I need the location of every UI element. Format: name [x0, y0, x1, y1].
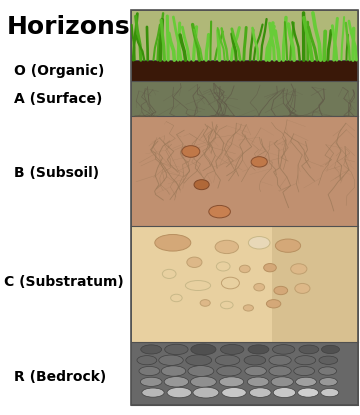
- Ellipse shape: [273, 344, 295, 354]
- Ellipse shape: [321, 345, 339, 354]
- Bar: [131, 226, 358, 342]
- Ellipse shape: [295, 356, 316, 365]
- Text: A (Surface): A (Surface): [14, 92, 103, 106]
- Ellipse shape: [254, 283, 265, 291]
- Bar: [131, 342, 358, 405]
- Ellipse shape: [222, 388, 246, 398]
- Ellipse shape: [294, 366, 315, 376]
- Text: Horizons: Horizons: [7, 15, 131, 39]
- Bar: [131, 116, 358, 226]
- Bar: [131, 60, 358, 81]
- Ellipse shape: [142, 388, 164, 397]
- Ellipse shape: [200, 300, 210, 306]
- Ellipse shape: [243, 305, 253, 311]
- Ellipse shape: [264, 264, 276, 272]
- Text: R (Bedrock): R (Bedrock): [14, 370, 107, 384]
- Ellipse shape: [215, 355, 240, 366]
- Ellipse shape: [247, 377, 269, 387]
- Ellipse shape: [295, 283, 310, 293]
- Ellipse shape: [164, 377, 189, 387]
- Ellipse shape: [191, 344, 216, 355]
- Ellipse shape: [161, 366, 186, 376]
- Ellipse shape: [249, 388, 271, 398]
- Ellipse shape: [299, 345, 319, 354]
- Ellipse shape: [275, 239, 301, 252]
- Ellipse shape: [187, 257, 202, 267]
- Ellipse shape: [274, 286, 288, 295]
- Ellipse shape: [141, 345, 162, 354]
- Ellipse shape: [251, 156, 267, 167]
- Ellipse shape: [219, 377, 244, 387]
- Ellipse shape: [248, 345, 269, 354]
- Ellipse shape: [209, 205, 230, 218]
- Ellipse shape: [137, 356, 157, 365]
- Text: C (Substratum): C (Substratum): [4, 275, 123, 289]
- Ellipse shape: [155, 234, 191, 251]
- Ellipse shape: [186, 355, 212, 366]
- Ellipse shape: [220, 344, 244, 354]
- Ellipse shape: [139, 366, 160, 376]
- Ellipse shape: [217, 366, 241, 376]
- Text: B (Subsoil): B (Subsoil): [14, 166, 99, 181]
- Ellipse shape: [319, 367, 337, 375]
- Bar: [131, 10, 358, 60]
- Ellipse shape: [269, 355, 291, 365]
- Ellipse shape: [167, 388, 192, 398]
- Ellipse shape: [296, 377, 316, 386]
- Ellipse shape: [165, 344, 188, 354]
- Ellipse shape: [291, 264, 307, 274]
- Ellipse shape: [321, 388, 339, 397]
- Ellipse shape: [193, 387, 219, 398]
- Ellipse shape: [319, 356, 338, 364]
- Ellipse shape: [298, 388, 319, 397]
- Ellipse shape: [159, 355, 183, 366]
- Ellipse shape: [266, 300, 281, 308]
- Ellipse shape: [215, 240, 238, 254]
- Ellipse shape: [269, 366, 291, 376]
- Bar: [272, 226, 358, 342]
- Ellipse shape: [248, 237, 270, 249]
- Ellipse shape: [273, 388, 296, 398]
- Ellipse shape: [271, 377, 293, 387]
- Ellipse shape: [239, 265, 250, 273]
- Bar: [131, 81, 358, 116]
- Ellipse shape: [188, 366, 214, 376]
- Ellipse shape: [190, 376, 216, 387]
- Ellipse shape: [319, 378, 337, 386]
- Ellipse shape: [182, 146, 200, 157]
- Ellipse shape: [194, 180, 209, 190]
- Text: O (Organic): O (Organic): [14, 64, 105, 78]
- Ellipse shape: [245, 366, 266, 376]
- Bar: [131, 10, 358, 405]
- Ellipse shape: [244, 355, 266, 365]
- Ellipse shape: [140, 377, 162, 386]
